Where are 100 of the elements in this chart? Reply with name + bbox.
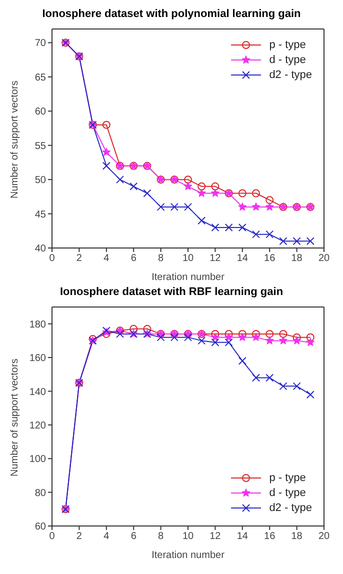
y-tick-label: 180: [29, 319, 46, 330]
y-axis-title: Number of support vectors: [10, 80, 21, 198]
chart-title: Ionosphere dataset with RBF learning gain: [58, 286, 284, 300]
point: [279, 382, 288, 390]
y-tick-label: 45: [34, 209, 46, 220]
x-tick-label: 2: [76, 253, 82, 264]
point: [184, 333, 192, 342]
x-tick-label: 14: [236, 531, 248, 542]
x-tick-label: 4: [104, 531, 110, 542]
y-tick-label: 70: [34, 38, 46, 50]
legend-label: p - type: [269, 38, 306, 50]
point: [278, 336, 288, 344]
point: [224, 338, 233, 346]
x-tick-label: 4: [104, 253, 110, 264]
y-tick-label: 60: [34, 522, 46, 533]
point: [252, 332, 260, 342]
point: [130, 324, 138, 333]
point: [116, 176, 124, 184]
point: [238, 202, 247, 211]
point: [184, 182, 192, 190]
point: [170, 202, 178, 211]
y-tick-label: 40: [34, 244, 46, 255]
x-tick-label: 10: [182, 253, 194, 264]
point: [156, 202, 165, 211]
point: [292, 382, 301, 390]
y-tick-label: 55: [34, 140, 46, 152]
x-tick-label: 8: [158, 253, 164, 264]
point: [143, 189, 152, 198]
legend-label: d - type: [269, 486, 306, 498]
point: [306, 338, 315, 346]
point: [102, 162, 110, 170]
x-axis-title: Iteration number: [152, 272, 226, 283]
point: [197, 188, 206, 197]
point: [184, 176, 192, 184]
x-tick-label: 0: [49, 253, 56, 264]
point: [143, 324, 152, 333]
point: [224, 332, 234, 342]
point: [130, 182, 138, 190]
point: [279, 237, 288, 246]
x-tick-label: 6: [130, 531, 137, 542]
point: [306, 390, 314, 399]
point: [210, 188, 220, 197]
x-tick-label: 18: [291, 531, 303, 542]
y-tick-label: 140: [29, 386, 46, 398]
point: [238, 189, 246, 198]
x-tick-label: 20: [318, 253, 330, 264]
point: [198, 216, 206, 225]
x-tick-label: 12: [210, 253, 222, 264]
point: [224, 223, 233, 232]
y-tick-label: 80: [34, 488, 46, 499]
point: [238, 356, 246, 365]
x-tick-label: 12: [210, 531, 222, 542]
point: [211, 223, 220, 232]
point: [102, 120, 110, 129]
point: [211, 182, 220, 190]
point: [116, 330, 124, 338]
legend-label: d2 - type: [269, 68, 312, 80]
point: [156, 333, 165, 342]
point: [279, 330, 288, 338]
chart-title: Ionosphere dataset with polynomial learning gain: [41, 8, 302, 22]
legend-label: d - type: [269, 54, 306, 66]
x-tick-label: 10: [182, 531, 194, 542]
x-tick-label: 8: [158, 531, 164, 542]
point: [266, 230, 274, 238]
x-tick-label: 2: [76, 531, 82, 542]
point: [265, 202, 274, 211]
point: [306, 237, 314, 246]
x-tick-label: 14: [236, 253, 248, 264]
point: [266, 196, 274, 204]
x-tick-label: 16: [264, 531, 276, 542]
point: [238, 223, 246, 232]
x-tick-label: 16: [264, 253, 276, 264]
point: [210, 332, 220, 342]
y-tick-label: 160: [29, 353, 46, 364]
point: [252, 202, 260, 211]
x-tick-label: 20: [318, 531, 330, 542]
point: [266, 374, 274, 382]
y-tick-label: 120: [29, 420, 46, 432]
point: [252, 189, 260, 198]
point: [266, 330, 274, 338]
point: [184, 202, 192, 211]
x-axis-title: Iteration number: [152, 550, 226, 561]
point: [306, 333, 314, 342]
legend-label: p - type: [269, 472, 306, 484]
point: [198, 182, 206, 190]
point: [198, 336, 206, 345]
y-tick-label: 100: [29, 454, 46, 466]
y-axis-title: Number of support vectors: [10, 358, 21, 476]
point: [102, 148, 111, 156]
y-tick-label: 60: [34, 106, 46, 118]
legend-label: d2 - type: [269, 502, 312, 514]
point: [170, 333, 178, 342]
point: [252, 230, 260, 238]
point: [238, 332, 247, 342]
x-tick-label: 6: [130, 253, 137, 264]
point: [292, 237, 301, 246]
point: [252, 374, 260, 382]
point: [265, 336, 274, 344]
point: [211, 338, 220, 346]
x-tick-label: 0: [49, 531, 56, 542]
